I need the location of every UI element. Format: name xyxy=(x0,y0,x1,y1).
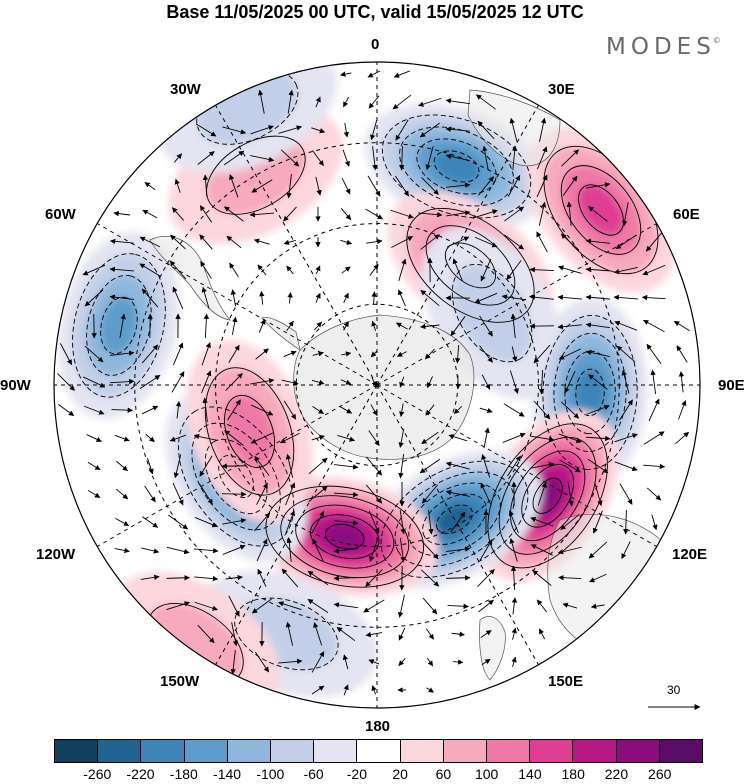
colorbar-tick-label: -100 xyxy=(256,766,284,782)
colorbar-cell xyxy=(444,740,487,762)
pole-marker xyxy=(375,383,379,387)
colorbar-cell xyxy=(185,740,228,762)
colorbar-tick-label: 20 xyxy=(392,766,408,782)
label-lon-150w: 150W xyxy=(160,673,199,690)
colorbar-cell xyxy=(55,740,98,762)
colorbar-cell xyxy=(141,740,184,762)
label-lon-30w: 30W xyxy=(170,81,201,98)
colorbar-tick-label: 140 xyxy=(518,766,541,782)
colorbar-tick-label: 60 xyxy=(436,766,452,782)
colorbar-ticks: -260 -220 -180 -140 -100 -60 -20 20 60 100 140 180 2… xyxy=(0,766,750,784)
colorbar-tick-label: 220 xyxy=(605,766,628,782)
label-lon-60e: 60E xyxy=(673,206,700,223)
colorbar-tick-label: 180 xyxy=(562,766,585,782)
label-lon-0: 0 xyxy=(371,36,379,53)
colorbar-cell xyxy=(314,740,357,762)
colorbar-cell xyxy=(271,740,314,762)
reference-vector-label: 30 xyxy=(667,683,680,697)
colorbar-cell xyxy=(98,740,141,762)
colorbar-tick-label: 260 xyxy=(648,766,671,782)
colorbar xyxy=(54,739,703,763)
wind-vector xyxy=(222,494,246,495)
colorbar-cell xyxy=(660,740,702,762)
colorbar-cell xyxy=(617,740,660,762)
colorbar-cell xyxy=(573,740,616,762)
colorbar-tick-label: -220 xyxy=(127,766,155,782)
label-lon-90e: 90E xyxy=(718,377,745,394)
label-lon-150e: 150E xyxy=(548,673,583,690)
colorbar-tick-label: -180 xyxy=(170,766,198,782)
colorbar-cell xyxy=(530,740,573,762)
label-lon-90w: 90W xyxy=(0,377,31,394)
colorbar-cell xyxy=(228,740,271,762)
label-lon-60w: 60W xyxy=(45,206,76,223)
colorbar-cell xyxy=(487,740,530,762)
colorbar-tick-label: -260 xyxy=(83,766,111,782)
colorbar-cell xyxy=(401,740,444,762)
colorbar-tick-label: -140 xyxy=(213,766,241,782)
colorbar-tick-label: -20 xyxy=(347,766,367,782)
polar-map xyxy=(0,0,750,730)
colorbar-cell xyxy=(357,740,400,762)
label-lon-30e: 30E xyxy=(548,81,575,98)
label-lon-180: 180 xyxy=(365,718,390,735)
colorbar-tick-label: -60 xyxy=(303,766,323,782)
colorbar-tick-label: 100 xyxy=(475,766,498,782)
label-lon-120e: 120E xyxy=(672,546,707,563)
label-lon-120w: 120W xyxy=(36,546,75,563)
